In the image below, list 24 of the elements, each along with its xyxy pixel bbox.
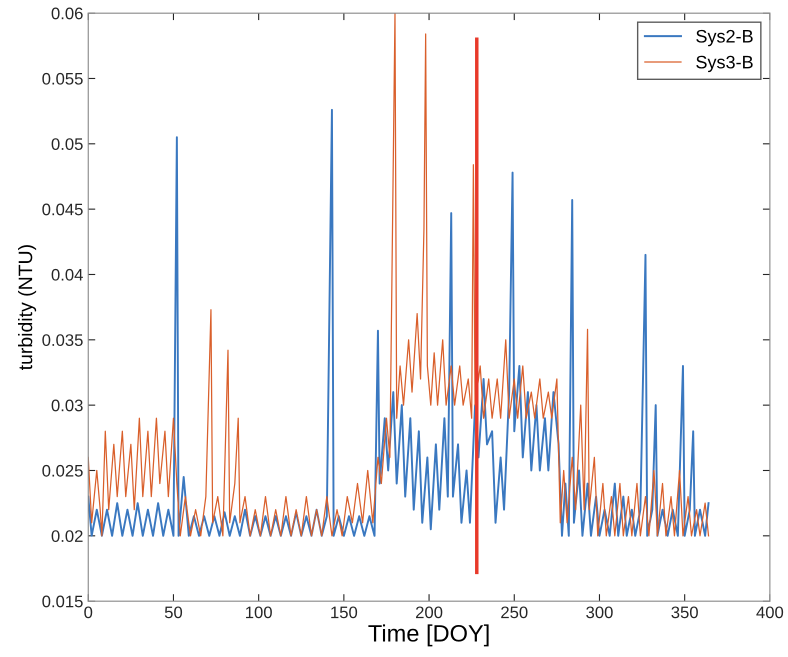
x-tick-label: 150 — [331, 606, 358, 618]
x-tick-label: 250 — [501, 606, 528, 618]
y-tick-label: 0.015 — [42, 596, 83, 608]
x-tick-label: 100 — [246, 606, 272, 618]
y-tick-label: 0.04 — [52, 268, 83, 281]
x-tick-label: 50 — [164, 606, 182, 618]
y-tick-label: 0.03 — [52, 400, 83, 412]
legend-label: Sys3-B — [696, 56, 753, 72]
x-tick-label: 350 — [671, 606, 698, 618]
x-tick-label: 400 — [756, 606, 784, 618]
x-tick-label: 200 — [416, 606, 442, 618]
y-tick-label: 0.055 — [42, 72, 83, 85]
line-series — [88, 108, 710, 537]
y-tick-label: 0.06 — [52, 8, 83, 20]
x-tick-label: 0 — [84, 606, 92, 618]
x-tick-label: 300 — [586, 606, 613, 618]
y-tick-label: 0.025 — [42, 464, 83, 477]
x-axis-title: Time [DOY] — [368, 624, 489, 646]
legend-label: Sys2-B — [696, 30, 753, 46]
y-tick-label: 0.045 — [42, 204, 83, 216]
y-tick-label: 0.035 — [42, 334, 83, 346]
y-axis-title: turbidity (NTU) — [18, 245, 36, 370]
y-tick-label: 0.05 — [52, 138, 83, 150]
y-tick-label: 0.02 — [52, 530, 83, 542]
